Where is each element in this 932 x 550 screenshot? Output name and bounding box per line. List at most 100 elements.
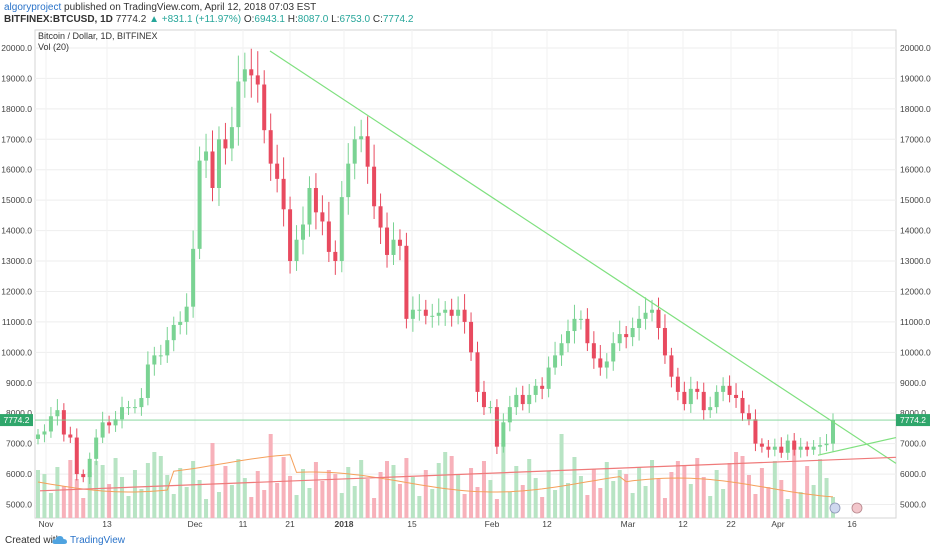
- candle-up: [611, 343, 616, 362]
- candle-down: [759, 443, 764, 447]
- volume-bar: [184, 487, 189, 518]
- volume-bar: [404, 458, 409, 518]
- y-tick-label-left: 13000.0: [1, 256, 32, 266]
- volume-bar: [236, 459, 241, 518]
- support-trendline: [39, 456, 897, 492]
- y-tick-label-right: 20000.0: [900, 43, 931, 53]
- author-link[interactable]: algoryproject: [4, 2, 62, 13]
- volume-bar: [591, 469, 596, 518]
- candle-down: [585, 318, 590, 344]
- volume-bar: [488, 480, 493, 518]
- volume-bar: [611, 481, 616, 518]
- candle-up: [443, 309, 448, 313]
- candle-up: [300, 224, 306, 240]
- volume-bar: [139, 489, 144, 518]
- x-tick-label: 13: [102, 519, 112, 529]
- y-tick-label-right: 8000.0: [900, 408, 926, 418]
- volume-bar: [294, 495, 299, 518]
- volume-bar: [359, 460, 364, 518]
- volume-bar: [107, 484, 112, 518]
- volume-bar: [643, 486, 648, 518]
- candle-up: [533, 385, 538, 395]
- volume-bar: [662, 498, 667, 518]
- candle-down: [469, 321, 474, 353]
- candle-down: [313, 187, 318, 213]
- volume-bar: [242, 478, 247, 518]
- price-tag-right-label: 7774.2: [900, 415, 926, 425]
- x-tick-label: 12: [678, 519, 688, 529]
- x-tick-label: 11: [239, 519, 248, 529]
- volume-bar: [721, 489, 726, 518]
- volume-bar: [559, 434, 564, 518]
- candle-down: [255, 75, 260, 85]
- candle-up: [35, 434, 41, 439]
- candle-up: [236, 81, 241, 128]
- candle-up: [55, 410, 60, 417]
- volume-bar: [365, 479, 370, 518]
- candle-down: [540, 385, 545, 389]
- candle-down: [61, 410, 66, 435]
- candle-down: [475, 352, 480, 392]
- y-tick-label-left: 11000.0: [2, 317, 32, 327]
- candle-down: [326, 221, 331, 252]
- y-tick-label-right: 15000.0: [900, 195, 931, 205]
- candle-up: [158, 355, 163, 357]
- open-value: 6943.1: [254, 14, 285, 25]
- candle-down: [695, 388, 700, 392]
- volume-bar: [682, 465, 687, 518]
- volume-bar: [688, 484, 693, 518]
- volume-bar: [48, 493, 53, 518]
- candle-up: [785, 440, 790, 453]
- candle-up: [830, 420, 836, 444]
- candle-down: [404, 245, 409, 319]
- candle-up: [501, 422, 506, 447]
- candle-up: [630, 327, 635, 338]
- candle-up: [242, 69, 247, 82]
- candle-up: [818, 445, 823, 447]
- candle-down: [591, 343, 596, 359]
- symbol-name: BITFINEX:BTCUSD, 1D: [4, 14, 113, 25]
- candle-down: [249, 69, 254, 76]
- candle-down: [81, 474, 86, 478]
- candle-up: [714, 391, 719, 408]
- volume-bar: [120, 477, 125, 518]
- short-rising-trendline: [817, 436, 897, 456]
- volume-bar: [300, 469, 306, 518]
- candle-up: [294, 239, 299, 262]
- volume-bar: [604, 462, 609, 518]
- candle-up: [359, 136, 364, 140]
- chart-header: algoryproject published on TradingView.c…: [0, 0, 932, 28]
- y-tick-label-left: 16000.0: [1, 165, 32, 175]
- volume-bar: [449, 456, 454, 518]
- open-label: O:: [243, 14, 255, 25]
- candle-up: [456, 309, 461, 316]
- candle-up: [578, 318, 583, 320]
- y-tick-label-left: 8000.0: [6, 408, 32, 418]
- candle-up: [650, 309, 655, 313]
- volume-bars: [35, 434, 836, 518]
- candle-up: [430, 315, 435, 317]
- price-tag-left: [0, 414, 33, 427]
- volume-bar: [81, 498, 86, 518]
- volume-bar: [255, 471, 260, 518]
- y-tick-label-left: 20000.0: [1, 43, 32, 53]
- candle-down: [792, 440, 797, 450]
- volume-bar: [701, 477, 706, 518]
- x-tick-label: 2018: [335, 519, 354, 529]
- tradingview-brand[interactable]: TradingView: [70, 535, 126, 546]
- volume-bar: [617, 470, 622, 518]
- volume-bar: [811, 485, 816, 518]
- candle-down: [397, 239, 402, 246]
- candle-up: [126, 407, 131, 409]
- series-legend: Bitcoin / Dollar, 1D, BITFINEX: [38, 31, 158, 41]
- volume-bar: [443, 452, 448, 518]
- volume-bar: [275, 483, 280, 518]
- candle-up: [178, 321, 183, 325]
- candle-up: [688, 388, 693, 405]
- volume-bar: [320, 481, 325, 518]
- volume-bar: [372, 498, 377, 518]
- candle-down: [262, 84, 267, 131]
- volume-bar: [727, 463, 732, 518]
